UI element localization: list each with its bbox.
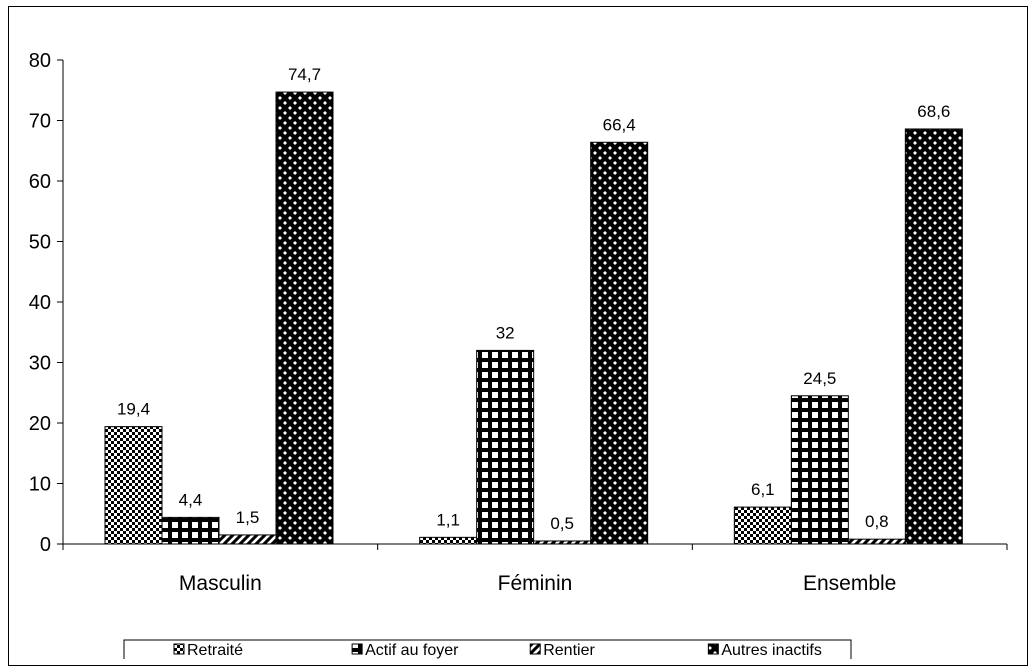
legend-swatch (351, 643, 363, 655)
bar (733, 506, 792, 545)
legend-label: Autres inactifs (721, 642, 821, 659)
bar (476, 349, 535, 545)
bar (419, 536, 478, 545)
y-tick-label: 50 (29, 232, 51, 254)
bars (104, 91, 963, 545)
y-tick-label: 30 (29, 353, 51, 375)
axes: 0 10 20 30 40 50 60 70 80 Masculin Féminin Ensemble (29, 50, 1008, 595)
data-label: 0,5 (550, 514, 574, 533)
x-category-label: Masculin (179, 572, 262, 595)
bar (533, 540, 592, 545)
bar (275, 91, 334, 545)
legend-swatch (707, 643, 719, 655)
y-tick-label: 80 (29, 50, 51, 72)
data-label: 24,5 (803, 369, 836, 388)
x-category-label: Féminin (498, 572, 573, 595)
y-tick-label: 70 (29, 111, 51, 133)
bar (904, 128, 963, 545)
legend-box (123, 639, 852, 659)
bar (218, 534, 277, 545)
bar (161, 516, 220, 545)
legend-label: Retraité (187, 642, 243, 659)
data-labels: 19,4 4,4 1,5 74,7 1,1 32 0,5 66,4 6,1 24,5 0,8 68,6 (117, 65, 950, 533)
bar (847, 538, 906, 545)
legend-swatch (529, 643, 541, 655)
y-tick-label: 0 (40, 534, 51, 556)
x-category-label: Ensemble (803, 572, 896, 595)
data-label: 6,1 (751, 480, 775, 499)
data-label: 19,4 (117, 400, 150, 419)
data-label: 4,4 (179, 490, 203, 509)
data-label: 66,4 (603, 115, 636, 134)
y-tick-label: 20 (29, 413, 51, 435)
data-label: 1,5 (236, 508, 260, 527)
data-label: 32 (496, 323, 515, 342)
data-label: 74,7 (288, 65, 321, 84)
bar (104, 426, 163, 545)
y-tick-label: 40 (29, 292, 51, 314)
legend-label: Rentier (543, 642, 595, 659)
legend-swatch (173, 643, 185, 655)
y-tick-label: 60 (29, 171, 51, 193)
bar (590, 141, 649, 545)
data-label: 68,6 (917, 102, 950, 121)
bar (790, 395, 849, 545)
y-tick-label: 10 (29, 474, 51, 496)
legend-label: Actif au foyer (365, 642, 459, 659)
legend: Retraité Actif au foyer Rentier Autres inac… (123, 639, 852, 659)
data-label: 1,1 (436, 510, 460, 529)
data-label: 0,8 (865, 512, 889, 531)
